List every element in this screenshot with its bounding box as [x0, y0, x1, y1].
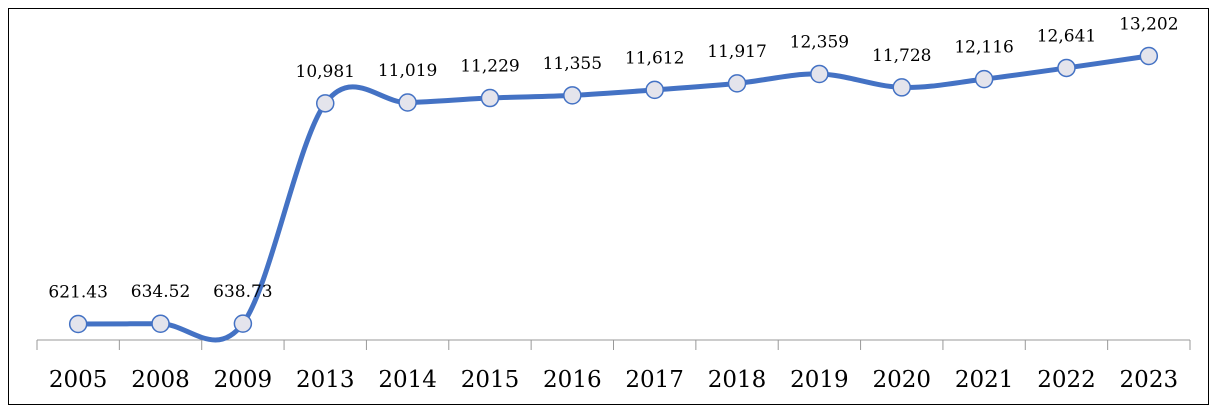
data-point — [1139, 46, 1159, 66]
x-tick-label: 2022 — [1037, 367, 1096, 393]
data-label: 11,917 — [707, 42, 766, 62]
data-point — [316, 94, 335, 113]
data-label: 12,116 — [954, 38, 1013, 58]
data-label: 634.52 — [131, 282, 190, 302]
x-tick-label: 2015 — [461, 367, 520, 393]
x-tick-label: 2018 — [708, 367, 767, 393]
data-point — [151, 314, 170, 333]
x-tick-label: 2017 — [625, 367, 684, 393]
data-label: 11,728 — [872, 46, 931, 66]
data-point — [68, 314, 88, 334]
data-label: 12,641 — [1037, 26, 1096, 46]
data-point — [810, 64, 829, 84]
data-point — [892, 78, 911, 97]
data-point — [1057, 58, 1076, 78]
data-point — [398, 93, 417, 112]
x-tick-label: 2009 — [214, 367, 273, 393]
data-point — [563, 86, 582, 105]
data-point — [974, 69, 994, 89]
chart-frame — [8, 8, 1209, 405]
x-tick-label: 2021 — [955, 367, 1014, 393]
x-tick-label: 2008 — [131, 367, 190, 393]
x-tick-label: 2020 — [872, 367, 931, 393]
data-label: 638.73 — [213, 282, 272, 302]
data-label: 12,359 — [790, 32, 849, 52]
data-label: 11,229 — [460, 57, 519, 77]
data-point — [233, 314, 253, 333]
data-label: 11,612 — [625, 48, 684, 68]
x-tick-label: 2023 — [1120, 367, 1179, 393]
x-tick-label: 2005 — [49, 367, 108, 393]
x-tick-label: 2013 — [296, 367, 355, 393]
x-tick-label: 2019 — [790, 367, 849, 393]
data-point — [480, 88, 500, 108]
data-point — [645, 80, 664, 100]
data-point — [727, 74, 747, 93]
data-label: 11,355 — [543, 54, 602, 74]
data-label: 13,202 — [1119, 15, 1178, 35]
data-label: 621.43 — [48, 283, 107, 303]
data-label: 11,019 — [378, 61, 437, 81]
data-label: 10,981 — [296, 62, 355, 82]
x-tick-label: 2016 — [543, 367, 602, 393]
x-tick-label: 2014 — [378, 367, 437, 393]
